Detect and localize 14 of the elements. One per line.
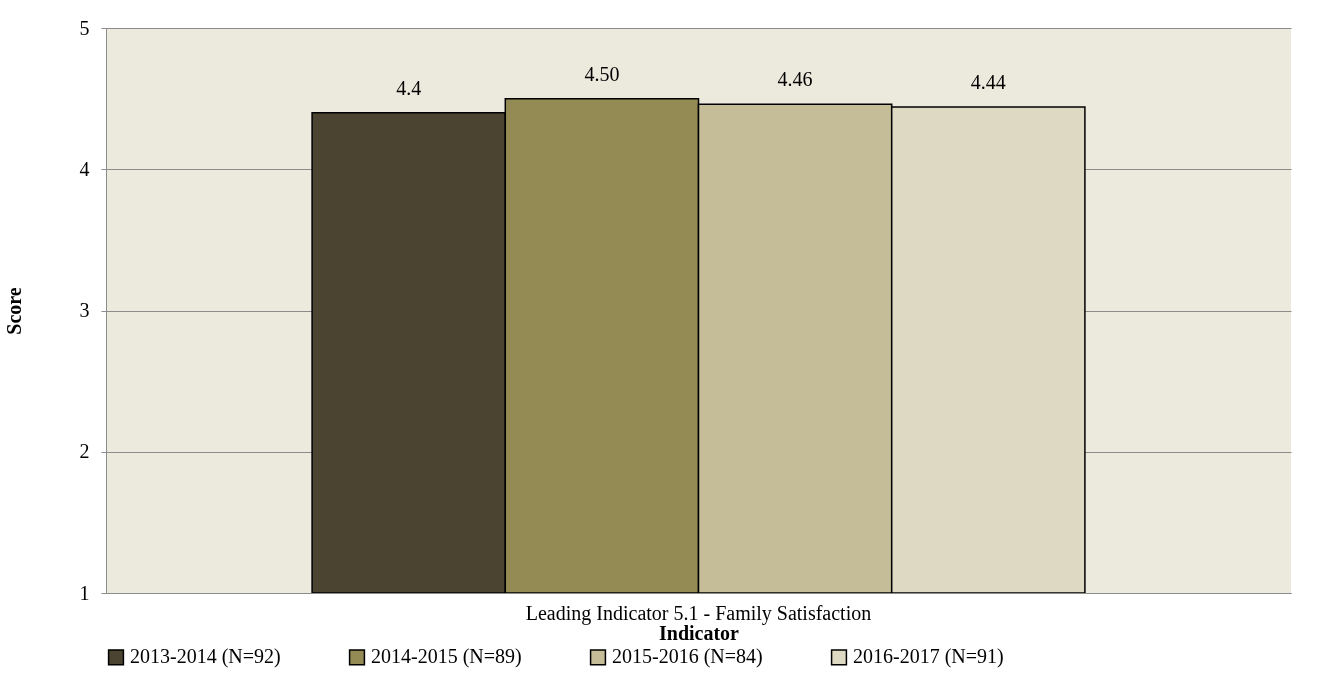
- data-label: 4.50: [584, 62, 620, 85]
- legend-label: 2014-2015 (N=89): [371, 645, 522, 669]
- y-tick-label: 2: [79, 440, 90, 463]
- data-label: 4.46: [777, 68, 813, 91]
- y-tick-label: 4: [79, 157, 90, 180]
- y-tick-label: 1: [79, 581, 90, 604]
- data-label: 4.4: [396, 76, 422, 99]
- data-label: 4.44: [970, 71, 1006, 94]
- y-axis-title: Score: [2, 287, 25, 335]
- y-tick-label: 3: [79, 299, 90, 321]
- legend-label: 2015-2016 (N=84): [612, 645, 763, 669]
- legend-label: 2013-2014 (N=92): [130, 645, 281, 669]
- legend-label: 2016-2017 (N=91): [853, 645, 1004, 669]
- y-tick-label: 5: [79, 16, 90, 39]
